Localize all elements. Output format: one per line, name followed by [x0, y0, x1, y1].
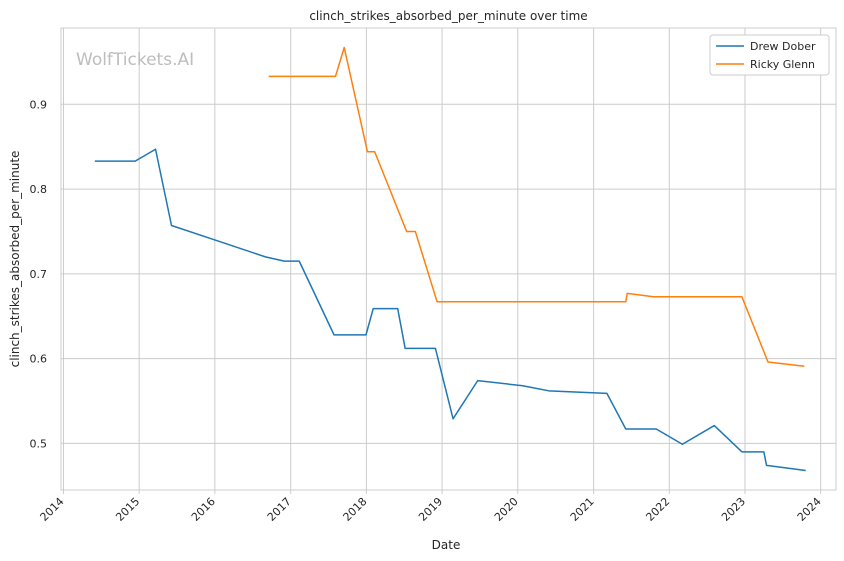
x-axis-label: Date: [432, 538, 461, 552]
legend: Drew Dober Ricky Glenn: [709, 34, 830, 76]
legend-box: [709, 34, 830, 76]
y-tick-label: 0.7: [30, 268, 48, 281]
y-tick-label: 0.8: [30, 183, 48, 196]
watermark: WolfTickets.AI: [76, 50, 194, 70]
y-tick-label: 0.6: [30, 353, 48, 366]
y-tick-labels: 0.5 0.6 0.7 0.8 0.9: [30, 98, 48, 450]
y-tick-label: 0.5: [30, 437, 48, 450]
y-tick-label: 0.9: [30, 98, 48, 111]
plot-area: [60, 27, 837, 491]
series-line-drew-dober: [94, 148, 806, 472]
legend-label-drew-dober: Drew Dober: [750, 40, 816, 53]
y-axis-label: clinch_strikes_absorbed_per_minute: [8, 151, 22, 368]
chart-title: clinch_strikes_absorbed_per_minute over …: [309, 9, 587, 23]
series-line-ricky-glenn: [268, 46, 805, 367]
legend-label-ricky-glenn: Ricky Glenn: [750, 58, 815, 71]
grid-lines: [61, 28, 836, 494]
series-layer: [94, 46, 806, 472]
